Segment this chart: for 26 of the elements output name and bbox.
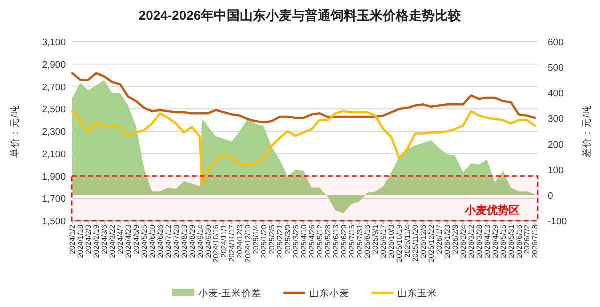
y-tick-label: 1,500 <box>42 216 66 228</box>
line-series <box>71 72 536 124</box>
band-label: 小麦优势区 <box>464 204 520 217</box>
y-axis-title: 单价：元/吨 <box>9 105 21 158</box>
y2-tick-label: 500 <box>548 63 564 74</box>
y2-tick-label: 0 <box>548 190 554 202</box>
y-tick-label: 2,500 <box>42 104 66 116</box>
y-tick-label: 3,100 <box>42 38 66 48</box>
y-tick-label: 2,100 <box>42 149 66 160</box>
y-tick-label: 1,700 <box>42 194 66 206</box>
y-tick-label: 2,300 <box>42 127 66 138</box>
y2-tick-label: 100 <box>548 165 564 176</box>
y-tick-label: 2,900 <box>42 60 66 71</box>
y-tick-label: 2,700 <box>42 82 66 94</box>
y-tick-label: 1,900 <box>42 172 66 183</box>
y2-tick-label: 600 <box>548 38 564 48</box>
y2-tick-label: 300 <box>548 114 564 126</box>
y2-tick-label: 400 <box>548 88 564 100</box>
y2-tick-label: -100 <box>548 216 568 228</box>
chart-title: 2024-2026年中国山东小麦与普通饲料玉米价格走势比较 <box>138 8 462 23</box>
legend-label: 山东小麦 <box>310 288 350 300</box>
y2-axis-title: 差价：元/吨 <box>581 105 593 158</box>
legend-label: 山东玉米 <box>398 288 438 300</box>
line-series <box>71 110 536 186</box>
legend-label: 小麦-玉米价差 <box>198 288 262 300</box>
y2-tick-label: 200 <box>548 140 564 151</box>
